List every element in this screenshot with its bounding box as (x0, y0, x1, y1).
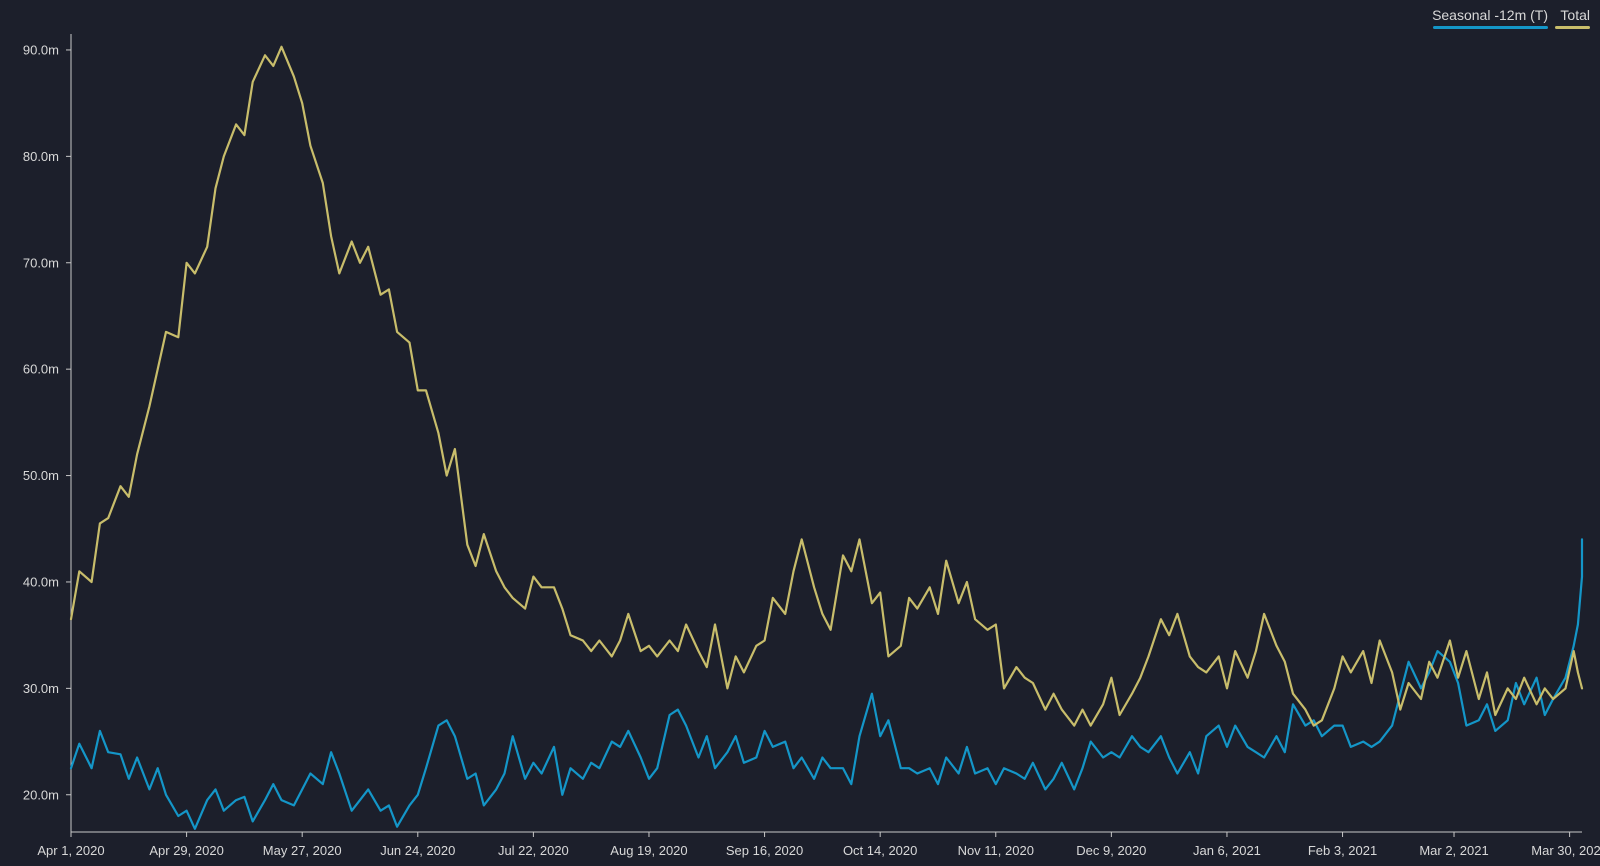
y-tick-label: 50.0m (23, 468, 59, 483)
legend-item-seasonal[interactable]: Seasonal -12m (T) (1432, 7, 1548, 29)
y-tick-label: 60.0m (23, 362, 59, 377)
y-tick-label: 70.0m (23, 255, 59, 270)
x-tick-label: Jun 24, 2020 (380, 843, 455, 858)
legend-label-total[interactable]: Total (1560, 7, 1590, 23)
x-tick-label: Oct 14, 2020 (843, 843, 917, 858)
x-tick-label: Sep 16, 2020 (726, 843, 803, 858)
x-tick-label: Apr 29, 2020 (149, 843, 223, 858)
legend-label-seasonal[interactable]: Seasonal -12m (T) (1432, 7, 1548, 23)
x-axis: Apr 1, 2020 Apr 29, 2020 May 27, 2020 Jun 2… (37, 831, 1600, 858)
series-layer (69, 45, 1584, 830)
y-tick-label: 30.0m (23, 681, 59, 696)
y-tick-label: 80.0m (23, 149, 59, 164)
y-tick-label: 20.0m (23, 787, 59, 802)
legend[interactable]: Seasonal -12m (T) Total (1432, 7, 1590, 29)
x-tick-label: Aug 19, 2020 (610, 843, 687, 858)
x-tick-label: Jul 22, 2020 (498, 843, 569, 858)
x-tick-label: Apr 1, 2020 (37, 843, 104, 858)
legend-item-total[interactable]: Total (1555, 7, 1590, 29)
y-axis: 20.0m 30.0m 40.0m 50.0m 60.0m 70.0m 80.0m 90.0m (23, 34, 72, 832)
x-tick-label: Jan 6, 2021 (1193, 843, 1261, 858)
x-tick-label: Dec 9, 2020 (1076, 843, 1146, 858)
y-tick-label: 40.0m (23, 574, 59, 589)
series-line-seasonal (69, 538, 1584, 830)
legend-swatch-seasonal (1433, 26, 1548, 29)
x-tick-label: May 27, 2020 (263, 843, 342, 858)
x-tick-label: Feb 3, 2021 (1308, 843, 1377, 858)
series-line-total (69, 45, 1584, 727)
x-tick-label: Mar 30, 2021 (1531, 843, 1600, 858)
x-tick-label: Nov 11, 2020 (958, 843, 1034, 858)
legend-swatch-total (1555, 26, 1590, 29)
y-tick-label: 90.0m (23, 42, 59, 57)
x-tick-label: Mar 2, 2021 (1419, 843, 1488, 858)
